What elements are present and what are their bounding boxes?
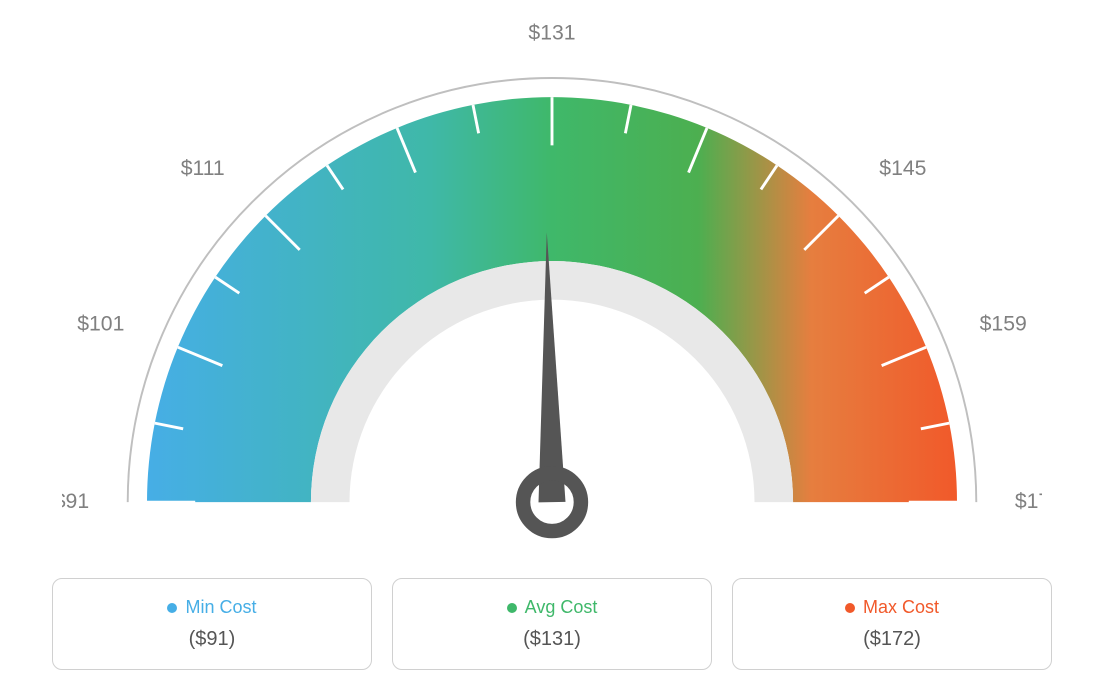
legend-max-text: Max Cost [863, 597, 939, 617]
legend-max-label: Max Cost [757, 597, 1027, 618]
gauge-tick-label: $172 [1015, 490, 1042, 513]
dot-icon [507, 603, 517, 613]
dot-icon [845, 603, 855, 613]
legend-max: Max Cost ($172) [732, 578, 1052, 670]
gauge-tick-label: $145 [879, 157, 926, 180]
legend-avg-text: Avg Cost [525, 597, 598, 617]
gauge-tick-label: $159 [980, 313, 1027, 336]
legend-min: Min Cost ($91) [52, 578, 372, 670]
legend-max-value: ($172) [757, 628, 1027, 651]
legend-avg: Avg Cost ($131) [392, 578, 712, 670]
legend-avg-label: Avg Cost [417, 597, 687, 618]
legend-min-label: Min Cost [77, 597, 347, 618]
legend-min-value: ($91) [77, 628, 347, 651]
legend-min-text: Min Cost [185, 597, 256, 617]
gauge-svg: $91 $101 $111 $131 $145 $159 $172 [62, 20, 1042, 560]
legend-avg-value: ($131) [417, 628, 687, 651]
gauge-tick-label: $101 [77, 313, 124, 336]
legend-row: Min Cost ($91) Avg Cost ($131) Max Cost … [52, 578, 1052, 670]
gauge-chart: $91 $101 $111 $131 $145 $159 $172 [62, 20, 1042, 560]
gauge-tick-label: $111 [181, 157, 225, 180]
gauge-tick-label: $131 [528, 21, 575, 44]
dot-icon [167, 603, 177, 613]
gauge-tick-label: $91 [62, 490, 89, 513]
